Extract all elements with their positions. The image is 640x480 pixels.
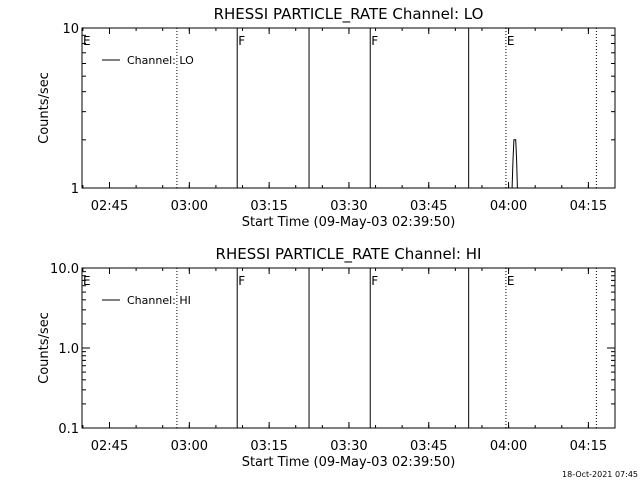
plot-frame [81, 267, 616, 429]
flag-label: E [507, 274, 515, 288]
y-tick-label: 10 [62, 22, 79, 37]
flag-label: E [83, 34, 91, 48]
series-line [511, 139, 518, 189]
flag-label: E [507, 34, 515, 48]
x-tick-label: 03:15 [250, 199, 287, 214]
x-tick-label: 04:00 [490, 199, 527, 214]
x-tick-label: 03:45 [410, 439, 447, 454]
x-tick-label: 02:45 [91, 199, 128, 214]
y-tick-label: 0.1 [58, 422, 79, 437]
x-tick-label: 03:00 [171, 439, 208, 454]
x-tick-label: 03:15 [250, 439, 287, 454]
plot-frame [81, 27, 616, 189]
x-tick-label: 03:30 [330, 199, 367, 214]
x-axis-label: Start Time (09-May-03 02:39:50) [242, 455, 456, 470]
footer-timestamp: 18-Oct-2021 07:45 [562, 470, 638, 479]
flag-label: F [371, 274, 378, 288]
flag-label: E [83, 274, 91, 288]
x-tick-label: 03:00 [171, 199, 208, 214]
legend-entry: Channel: HI [127, 294, 191, 307]
chart-title: RHESSI PARTICLE_RATE Channel: HI [216, 245, 482, 264]
legend-entry: Channel: LO [127, 54, 194, 67]
chart-title: RHESSI PARTICLE_RATE Channel: LO [214, 5, 484, 24]
flag-label: F [371, 34, 378, 48]
y-tick-label: 10.0 [50, 262, 79, 277]
chart-lo: RHESSI PARTICLE_RATE Channel: LO E F F E 02:4… [37, 5, 616, 230]
flag-label: F [238, 34, 245, 48]
x-tick-label: 04:15 [570, 439, 607, 454]
y-axis-label: Counts/sec [37, 72, 52, 144]
x-tick-label: 04:00 [490, 439, 527, 454]
x-tick-label: 03:30 [330, 439, 367, 454]
flag-label: F [238, 274, 245, 288]
y-tick-label: 1.0 [58, 342, 79, 357]
x-axis-label: Start Time (09-May-03 02:39:50) [242, 215, 456, 230]
chart-hi: RHESSI PARTICLE_RATE Channel: HI E F F E 02:4… [37, 245, 616, 470]
y-axis-label: Counts/sec [37, 312, 52, 384]
x-tick-label: 02:45 [91, 439, 128, 454]
x-tick-label: 03:45 [410, 199, 447, 214]
x-tick-label: 04:15 [570, 199, 607, 214]
y-tick-label: 1 [71, 182, 79, 197]
